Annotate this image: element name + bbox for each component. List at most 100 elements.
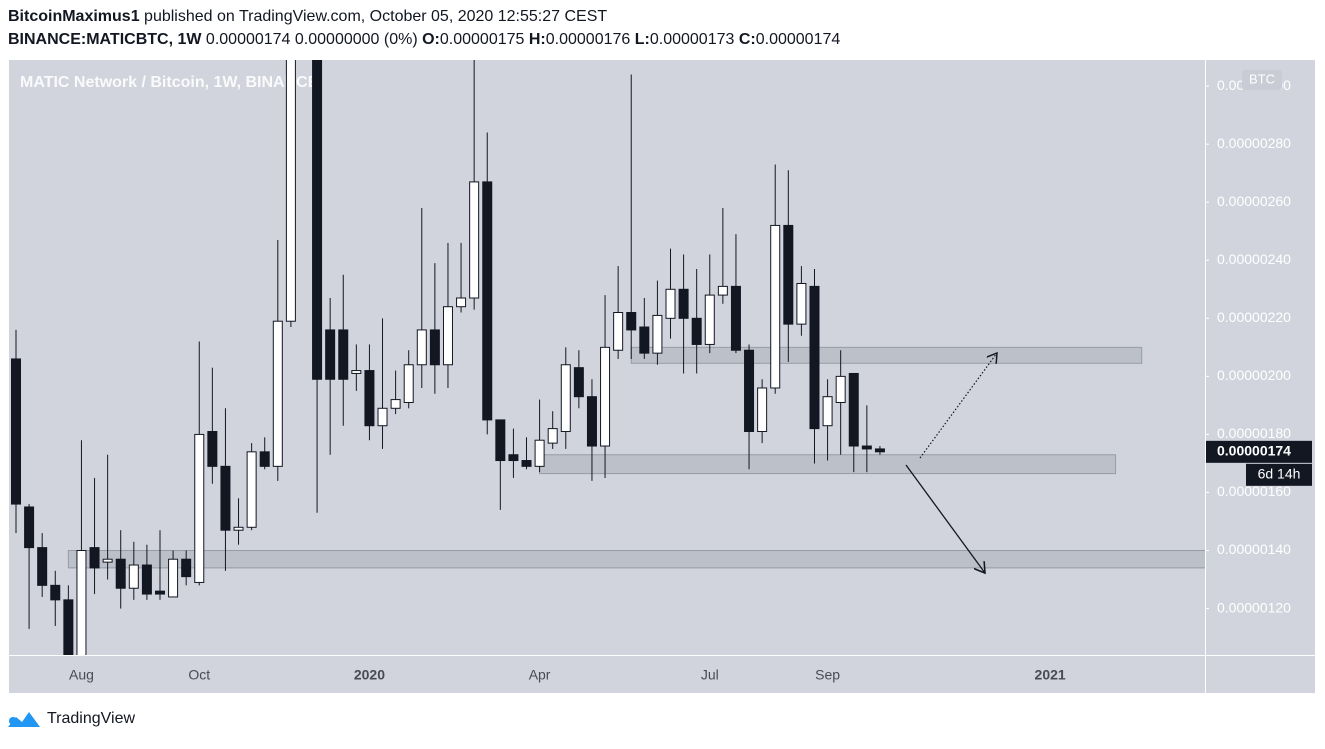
ohlc-value: 0.00000174 (756, 31, 841, 48)
candle-body (613, 312, 624, 351)
x-tick-label: Oct (188, 667, 210, 683)
candle-body (757, 387, 768, 433)
candle-body (141, 564, 152, 595)
candle-body (874, 448, 885, 453)
axes: 0.00000120 0.00000140 0.00000160 0.00000180… (69, 70, 1312, 683)
candle-body (482, 181, 493, 421)
change: 0.00000174 0.00000000 (0%) (206, 31, 418, 48)
x-tick-label: 2021 (1035, 667, 1066, 683)
candle-body (861, 445, 872, 450)
ohlc-label: H: (529, 31, 546, 48)
ohlc-label: L: (635, 31, 650, 48)
down-arrow (905, 464, 985, 573)
logo (8, 712, 40, 727)
header-line-2: BINANCE:MATICBTC, 1W 0.00000174 0.000000… (8, 31, 840, 48)
candle-body (691, 317, 702, 345)
candle-body (429, 329, 440, 366)
countdown: 6d 14h (1258, 466, 1301, 482)
y-tick-label: 0.00000180 (1217, 425, 1291, 441)
candle-body (848, 372, 859, 447)
watermark: MATIC Network / Bitcoin, 1W, BINANCE (20, 74, 319, 91)
candle-body (364, 370, 375, 427)
x-tick-label: Jul (701, 667, 719, 683)
y-tick-label: 0.00000280 (1217, 135, 1291, 151)
header-line-1: BitcoinMaximus1 published on TradingView… (8, 8, 607, 25)
candle-body (744, 349, 755, 433)
candle-body (338, 329, 349, 380)
candle-body (809, 285, 820, 430)
candle-body (325, 329, 336, 380)
y-tick-label: 0.00000120 (1217, 599, 1291, 615)
candle-body (11, 358, 21, 505)
candle-body (194, 433, 205, 583)
candle-body (89, 547, 100, 569)
candle-body (626, 312, 637, 331)
candle-body (521, 460, 532, 467)
candle-body (796, 282, 807, 325)
candle-body (259, 451, 270, 467)
candle-body (312, 60, 323, 380)
candle-body (442, 306, 453, 366)
up-arrow (919, 353, 997, 459)
candle-body (508, 454, 519, 462)
candle-body (390, 399, 401, 409)
candle-body (246, 451, 257, 528)
candle-body (600, 346, 611, 447)
ohlc-value: 0.00000176 (546, 31, 631, 48)
candle-body (573, 367, 584, 398)
zone (67, 550, 1205, 569)
candle-body (534, 439, 545, 467)
candle-body (76, 550, 87, 655)
candle-body (24, 506, 35, 549)
candle-body (639, 326, 650, 354)
plot (11, 60, 1205, 655)
published: published on TradingView.com, October 05… (144, 8, 607, 25)
candle-body (181, 558, 192, 578)
candle-body (547, 428, 558, 444)
ohlc-value: 0.00000175 (440, 31, 525, 48)
last-price-label: 0.00000174 (1217, 443, 1291, 459)
candle-body (154, 590, 165, 595)
countdown-box (1246, 463, 1312, 486)
candle-body (586, 396, 597, 447)
x-tick-label: Apr (529, 667, 551, 683)
candle-body (652, 314, 663, 354)
candle-body (377, 407, 388, 427)
candle-body (63, 599, 74, 655)
candle-body (37, 547, 48, 586)
x-tick-label: Sep (815, 667, 840, 683)
y-tick-label: 0.00000260 (1217, 193, 1291, 209)
candle-body (495, 419, 506, 462)
y-tick-label: 0.00000240 (1217, 251, 1291, 267)
unit-box (1242, 70, 1282, 90)
y-tick-label: 0.00000140 (1217, 541, 1291, 557)
candle-body (233, 526, 244, 531)
candle-body (730, 285, 741, 351)
unit-label: BTC (1249, 71, 1275, 86)
candle-body (168, 558, 179, 598)
candle-body (220, 465, 231, 531)
candle-body (560, 364, 571, 433)
y-tick-label: 0.00000220 (1217, 309, 1291, 325)
footer: TradingView (47, 710, 135, 727)
candle-body (102, 558, 113, 563)
candle-body (207, 431, 218, 467)
candle-body (717, 285, 728, 296)
chart-background (9, 60, 1315, 693)
candle-body (678, 288, 689, 319)
candle-body (456, 297, 467, 308)
candle-body (285, 60, 296, 322)
author: BitcoinMaximus1 (8, 8, 140, 25)
symbol: BINANCE:MATICBTC, 1W (8, 31, 202, 48)
candle-body (416, 329, 427, 366)
y-tick-label: 0.00000200 (1217, 367, 1291, 383)
zone (630, 346, 1143, 364)
candle-body (665, 288, 676, 319)
last-price-box (1206, 440, 1312, 463)
candle-body (783, 224, 794, 325)
ohlc-label: C: (739, 31, 756, 48)
candle-body (115, 558, 126, 589)
ohlc-value: 0.00000173 (650, 31, 735, 48)
y-tick-label: 0.00000160 (1217, 483, 1291, 499)
